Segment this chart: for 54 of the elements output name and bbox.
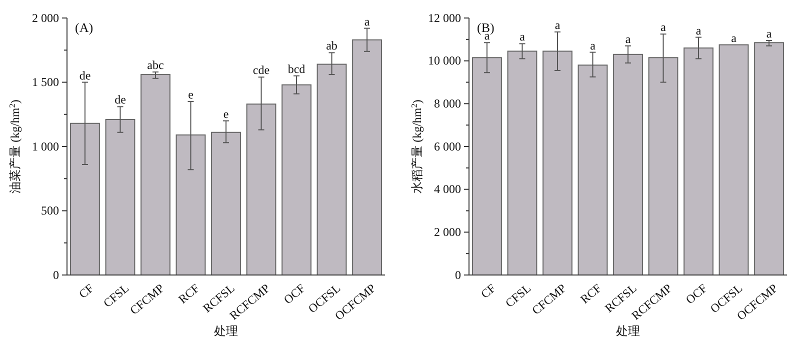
y-tick-label: 1 500 [32, 75, 59, 90]
annotation: de [79, 68, 91, 82]
bar [70, 122, 100, 276]
y-tick-label: 10 000 [428, 54, 461, 68]
y-tick-label: 0 [53, 268, 59, 282]
x-tick-label: OCF [280, 280, 308, 307]
y-tick-label: 0 [455, 268, 461, 282]
bar [718, 44, 749, 276]
y-tick-label: 4 000 [434, 182, 461, 196]
annotation: e [223, 106, 229, 121]
bar [472, 57, 502, 276]
y-tick-label: 2 000 [32, 10, 59, 25]
annotation: ab [326, 38, 338, 53]
annotation: a [766, 26, 772, 40]
y-tick-label: 12 000 [428, 10, 461, 25]
y-tick-label: 6 000 [434, 139, 461, 154]
annotation: a [590, 38, 596, 52]
y-tick-label: 1 000 [32, 139, 59, 154]
annotation: bcd [288, 62, 306, 76]
annotation: de [114, 92, 126, 107]
annotation: cde [252, 63, 270, 78]
annotation: e [188, 88, 194, 102]
y-tick-label: 2 000 [434, 225, 461, 240]
y-tick-label: 500 [41, 204, 59, 218]
annotation: abc [147, 58, 164, 72]
annotation: a [625, 32, 632, 46]
y-tick-label: 8 000 [434, 96, 461, 111]
bar [105, 119, 136, 276]
bar [211, 132, 241, 276]
annotation: a [731, 30, 738, 45]
annotation: a [364, 14, 370, 28]
bar [613, 54, 643, 276]
bar [507, 50, 538, 276]
x-axis-title: 处理 [616, 324, 640, 338]
bar [140, 74, 170, 276]
bar [754, 42, 784, 276]
bar [578, 64, 608, 276]
bar [352, 39, 382, 276]
chart-title: (A) [75, 20, 94, 35]
bar [684, 47, 714, 276]
annotation: a [696, 23, 702, 38]
bar [316, 64, 347, 276]
bar [648, 57, 678, 276]
bar [282, 84, 312, 276]
annotation: a [554, 18, 561, 32]
bar [542, 50, 572, 276]
x-tick-label: OCF [682, 280, 710, 307]
annotation: a [520, 30, 526, 44]
x-tick-label: CF [76, 280, 97, 302]
annotation: a [660, 20, 667, 34]
bar [176, 134, 206, 276]
x-tick-label: CF [478, 280, 499, 302]
bar [246, 104, 276, 276]
x-axis-title: 处理 [214, 324, 238, 338]
